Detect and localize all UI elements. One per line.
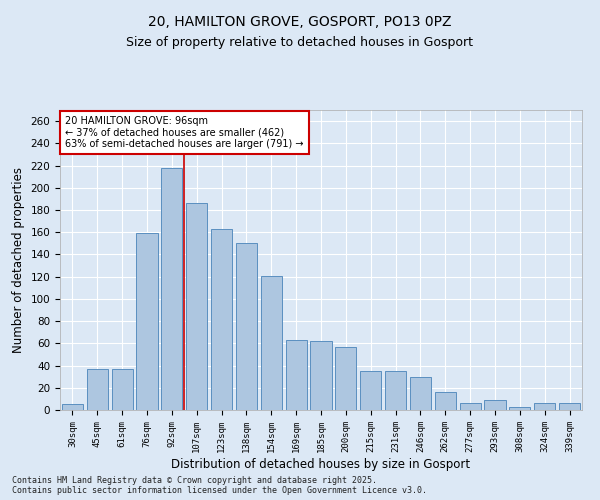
Bar	[435, 392, 456, 410]
Bar	[460, 404, 481, 410]
Bar	[186, 204, 207, 410]
Bar	[484, 400, 506, 410]
Text: Size of property relative to detached houses in Gosport: Size of property relative to detached ho…	[127, 36, 473, 49]
Bar	[559, 404, 580, 410]
Bar	[87, 369, 108, 410]
Text: 20 HAMILTON GROVE: 96sqm
← 37% of detached houses are smaller (462)
63% of semi-: 20 HAMILTON GROVE: 96sqm ← 37% of detach…	[65, 116, 304, 149]
Bar	[261, 276, 282, 410]
Bar	[310, 341, 332, 410]
Bar	[112, 369, 133, 410]
Bar	[410, 376, 431, 410]
Bar	[385, 371, 406, 410]
Bar	[335, 346, 356, 410]
Y-axis label: Number of detached properties: Number of detached properties	[12, 167, 25, 353]
Bar	[534, 404, 555, 410]
Bar	[62, 404, 83, 410]
Bar	[161, 168, 182, 410]
Text: Contains HM Land Registry data © Crown copyright and database right 2025.
Contai: Contains HM Land Registry data © Crown c…	[12, 476, 427, 495]
Bar	[286, 340, 307, 410]
Bar	[509, 406, 530, 410]
Bar	[236, 244, 257, 410]
Text: 20, HAMILTON GROVE, GOSPORT, PO13 0PZ: 20, HAMILTON GROVE, GOSPORT, PO13 0PZ	[148, 15, 452, 29]
Bar	[360, 371, 381, 410]
X-axis label: Distribution of detached houses by size in Gosport: Distribution of detached houses by size …	[172, 458, 470, 470]
Bar	[136, 234, 158, 410]
Bar	[211, 229, 232, 410]
